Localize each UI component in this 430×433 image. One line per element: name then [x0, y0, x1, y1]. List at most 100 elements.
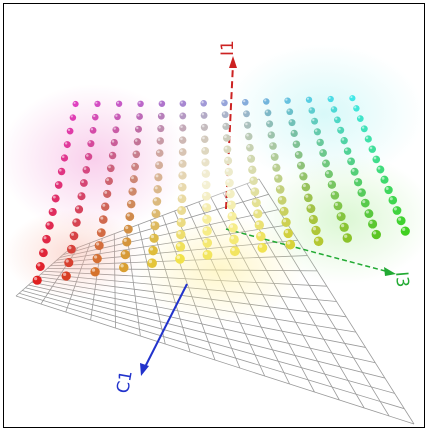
color-point-highlight — [312, 118, 315, 122]
color-point-highlight — [268, 132, 272, 135]
axis-label-c1: C1 — [113, 369, 137, 395]
color-point — [106, 164, 115, 173]
color-point — [179, 100, 187, 107]
color-point-highlight — [248, 156, 252, 159]
color-point — [225, 178, 234, 188]
color-point — [201, 158, 210, 167]
color-point-highlight — [201, 124, 205, 128]
color-point — [69, 231, 79, 241]
color-point — [151, 209, 161, 219]
color-point-highlight — [125, 226, 129, 230]
color-point-highlight — [225, 157, 229, 161]
color-point-highlight — [351, 169, 355, 172]
color-point — [96, 228, 106, 238]
axis-line-i3 — [225, 228, 390, 273]
color-point-highlight — [202, 159, 206, 163]
color-point-highlight — [180, 137, 183, 141]
color-point — [400, 226, 410, 236]
color-point — [123, 224, 133, 234]
color-point — [126, 199, 136, 209]
color-point-highlight — [228, 201, 232, 205]
color-point — [388, 195, 398, 205]
color-point-highlight — [154, 186, 158, 190]
color-point-highlight — [264, 99, 267, 102]
color-point-highlight — [273, 164, 277, 168]
color-point-highlight — [179, 161, 183, 164]
color-point — [353, 178, 363, 187]
color-point-highlight — [298, 162, 301, 166]
color-point-highlight — [102, 203, 106, 207]
color-point — [201, 180, 211, 190]
color-point-highlight — [402, 227, 406, 232]
color-point-highlight — [246, 133, 249, 137]
color-point — [251, 198, 261, 208]
color-point — [51, 194, 60, 203]
color-point-highlight — [59, 168, 62, 172]
color-point — [119, 262, 129, 273]
color-point-highlight — [64, 142, 68, 145]
color-point-highlight — [314, 129, 318, 132]
color-point — [324, 170, 333, 179]
color-point — [42, 234, 51, 244]
color-point — [225, 189, 235, 199]
color-point — [306, 204, 316, 214]
color-point-highlight — [122, 251, 126, 255]
color-point-highlight — [282, 219, 287, 223]
color-point — [155, 149, 164, 157]
color-point — [201, 135, 209, 143]
color-point — [303, 193, 313, 203]
color-point — [66, 244, 76, 254]
color-point — [242, 99, 249, 106]
color-point-highlight — [159, 101, 162, 104]
color-point — [283, 228, 293, 239]
color-point-highlight — [258, 244, 263, 248]
color-point — [327, 95, 334, 103]
color-point-highlight — [256, 221, 260, 226]
color-point-highlight — [315, 238, 319, 242]
color-point — [129, 175, 138, 184]
color-point-highlight — [180, 113, 183, 116]
color-point-highlight — [78, 193, 82, 197]
color-point-highlight — [104, 190, 108, 194]
color-point — [284, 97, 291, 104]
color-point — [200, 111, 208, 119]
color-point — [45, 221, 54, 230]
color-point-highlight — [228, 213, 233, 217]
grid-line — [15, 295, 415, 425]
color-point-highlight — [320, 150, 324, 153]
color-point — [80, 179, 88, 187]
color-point — [32, 275, 42, 285]
color-point — [175, 241, 186, 252]
color-point-highlight — [157, 150, 160, 154]
color-point — [176, 217, 186, 228]
color-point-highlight — [126, 213, 130, 217]
color-point — [247, 154, 256, 163]
color-point — [63, 141, 71, 149]
color-point — [294, 151, 303, 159]
color-point — [288, 119, 296, 127]
color-point — [92, 113, 99, 121]
color-point-highlight — [302, 184, 306, 188]
axis-arrowhead-i1 — [229, 56, 237, 68]
color-point — [254, 220, 264, 230]
color-point-highlight — [151, 222, 155, 226]
color-point — [313, 128, 321, 136]
color-point-highlight — [131, 176, 134, 180]
axis-arrowhead-c1 — [140, 363, 149, 376]
color-point — [35, 262, 45, 271]
color-point-highlight — [265, 110, 268, 113]
color-point-highlight — [67, 128, 71, 132]
color-point-highlight — [357, 116, 361, 119]
color-point — [224, 156, 233, 165]
color-point-highlight — [177, 231, 181, 235]
color-point — [281, 217, 291, 227]
color-point — [150, 221, 160, 231]
color-point — [372, 155, 381, 164]
color-point-highlight — [180, 125, 183, 129]
color-point — [178, 171, 187, 180]
color-point-highlight — [279, 197, 283, 201]
color-point — [148, 245, 158, 256]
color-point-highlight — [358, 189, 362, 193]
color-point — [177, 194, 187, 204]
color-point — [72, 100, 79, 108]
